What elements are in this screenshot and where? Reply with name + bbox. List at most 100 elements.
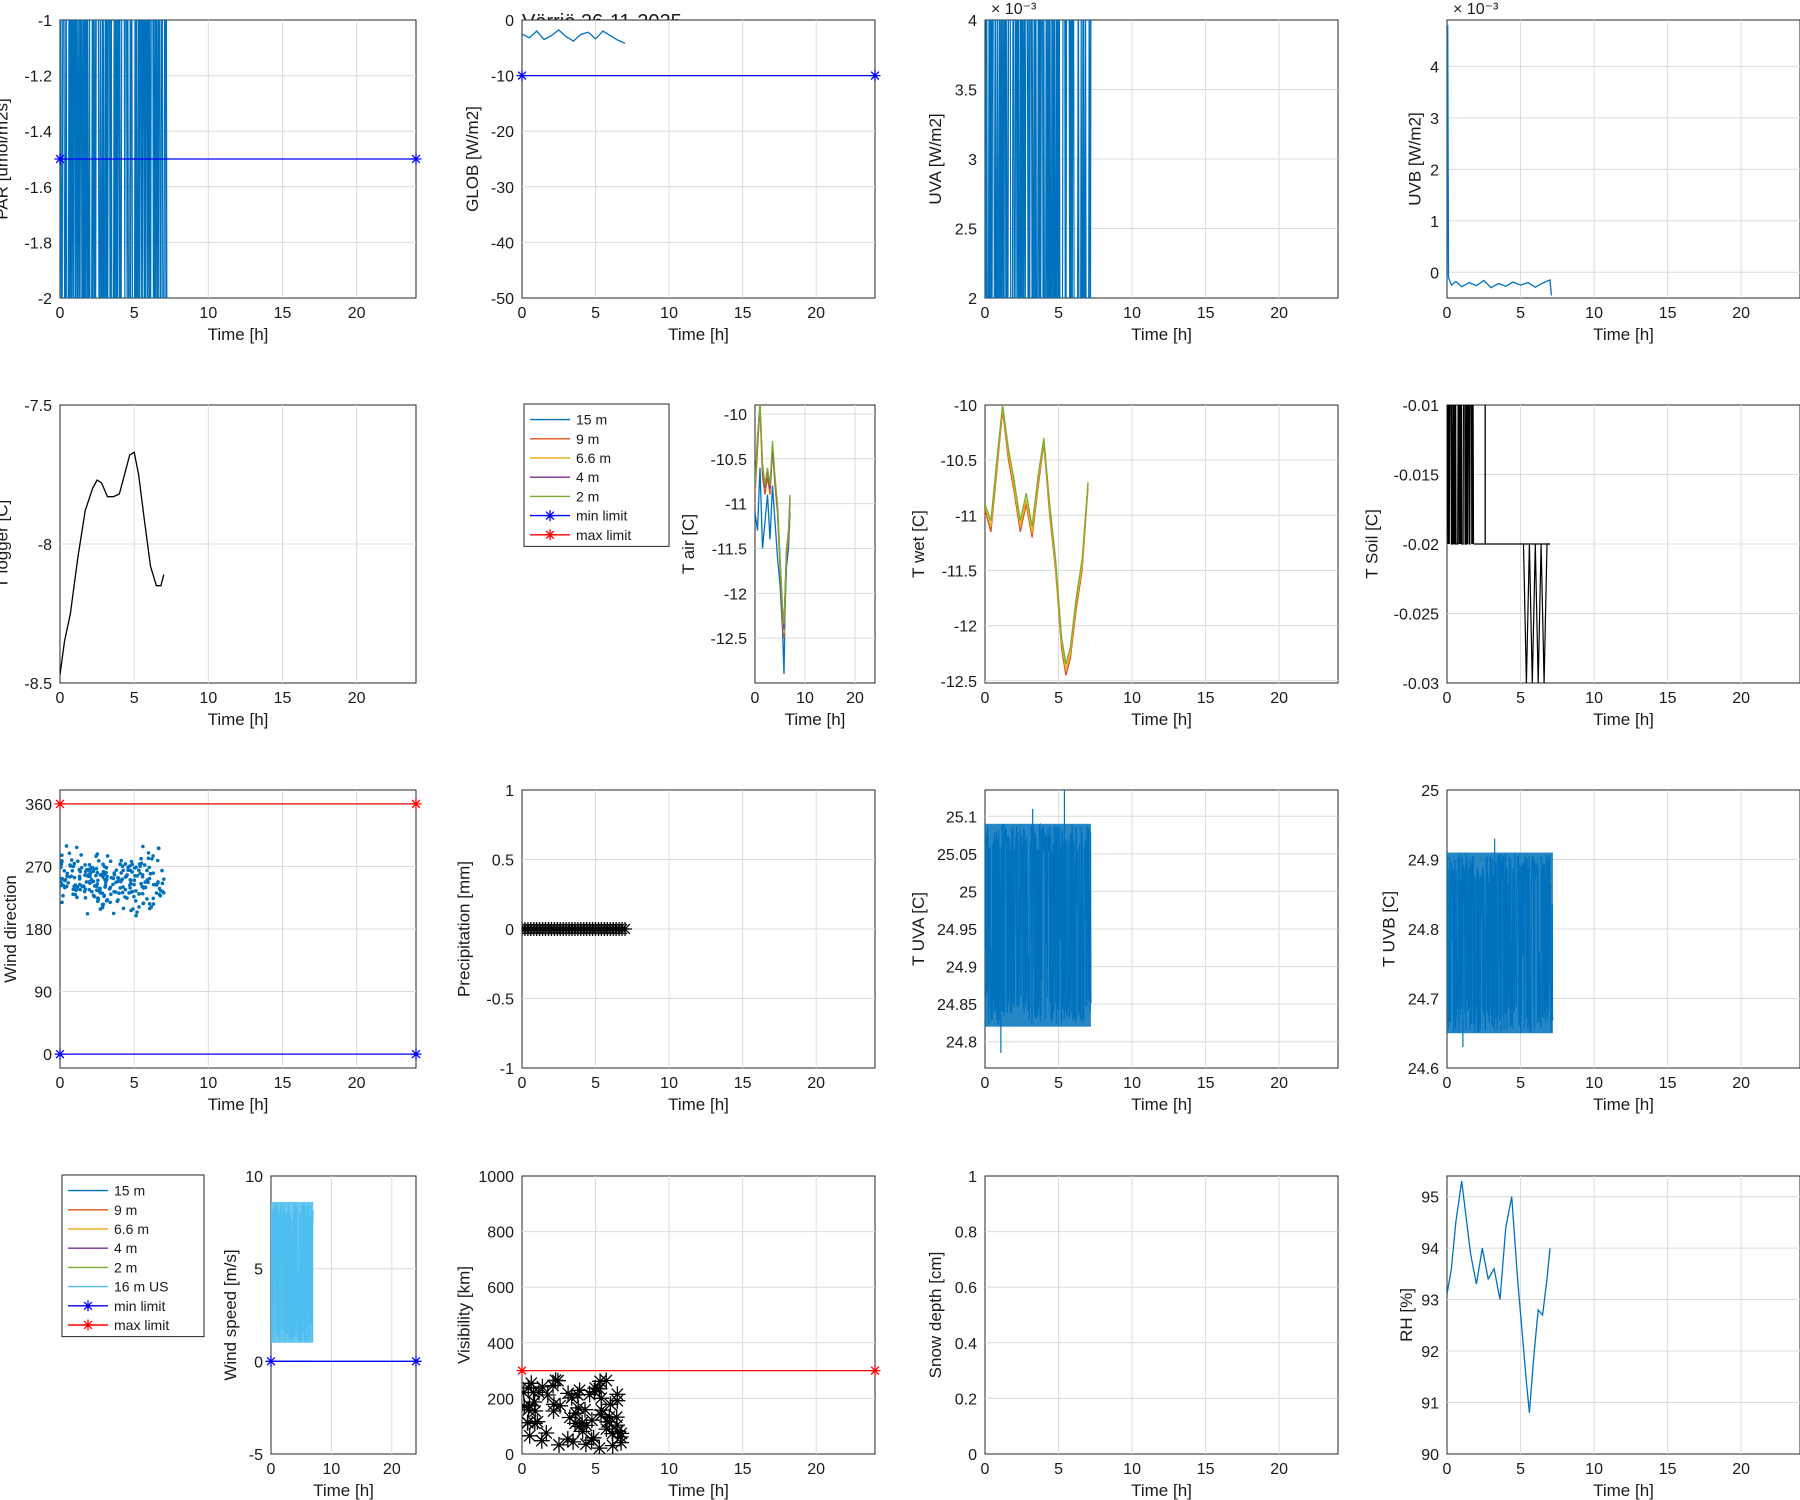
data-point [79, 853, 83, 857]
data-point [598, 1421, 615, 1438]
y-tick-label: 0.5 [492, 853, 514, 870]
data-point [143, 880, 147, 884]
data-point [74, 888, 78, 893]
y-tick-label: -1 [500, 1061, 514, 1078]
x-tick-label: 0 [56, 305, 65, 322]
data-point [60, 859, 64, 864]
y-axis-label: T wet [C] [909, 510, 928, 578]
series-group [60, 451, 165, 675]
data-point [120, 864, 125, 869]
y-tick-label: -10 [954, 398, 977, 415]
data-point [119, 858, 124, 863]
y-tick-label: 4 [1430, 59, 1439, 76]
data-point [119, 871, 124, 875]
data-point [96, 858, 101, 863]
data-point [75, 859, 80, 864]
series-min-limit-marker [54, 1048, 66, 1060]
data-point [83, 863, 87, 867]
x-tick-label: 10 [660, 1075, 678, 1092]
y-tick-label: -0.025 [1394, 607, 1439, 624]
data-point [533, 1432, 550, 1449]
x-tick-label: 0 [981, 1075, 990, 1092]
y-tick-label: 0.8 [955, 1225, 977, 1242]
x-tick-label: 5 [1516, 1461, 1525, 1478]
y-tick-label: -20 [491, 124, 514, 141]
data-point [571, 1382, 588, 1399]
x-axis-label: Time [h] [208, 1095, 269, 1114]
data-point [150, 857, 154, 861]
data-point [147, 902, 152, 906]
series-group [755, 405, 791, 675]
y-axis-label: UVB [W/m2] [1405, 112, 1424, 206]
legend-label: min limit [576, 508, 627, 524]
x-tick-label: 15 [734, 1461, 752, 1478]
y-tick-label: 24.8 [946, 1035, 977, 1052]
legend-marker [544, 510, 556, 522]
data-point [118, 862, 122, 867]
y-tick-label: 1 [968, 1169, 977, 1186]
y-tick-label: -0.03 [1403, 676, 1440, 693]
series-group [522, 922, 632, 936]
data-point [75, 895, 79, 900]
legend-label: 4 m [114, 1240, 137, 1256]
data-point [118, 886, 123, 890]
data-point [63, 877, 68, 882]
axis-exponent: × 10⁻³ [1453, 1, 1499, 18]
data-point [127, 891, 131, 895]
data-point [95, 882, 100, 886]
series-tsoil-line [1522, 543, 1550, 683]
data-point [526, 1415, 543, 1432]
data-point [522, 1427, 538, 1444]
data-point [60, 877, 65, 881]
legend: 15 m 9 m 6.6 m 4 m 2 m min limit max limit [523, 403, 670, 547]
x-tick-label: 15 [734, 305, 752, 322]
data-point [586, 1383, 603, 1400]
legend-label: 6.6 m [576, 450, 611, 466]
data-point [140, 874, 145, 879]
data-point [598, 1372, 615, 1389]
chart-tsoil: 0 5 10 15 20 -0.03 -0.025 -0.02 -0.015 -0.01 Time … [1362, 398, 1800, 729]
data-point [116, 879, 120, 884]
data-point [133, 899, 138, 903]
data-point [545, 1396, 562, 1413]
x-tick-label: 10 [199, 690, 217, 707]
data-point [141, 844, 145, 849]
data-point [87, 880, 92, 884]
data-point [577, 1436, 594, 1453]
data-point [138, 864, 143, 869]
data-point [83, 887, 88, 891]
x-tick-label: 10 [199, 305, 217, 322]
y-tick-label: 91 [1421, 1396, 1439, 1413]
series-min-limit-marker [265, 1355, 277, 1367]
data-point [101, 862, 105, 866]
y-tick-label: -11 [725, 497, 747, 514]
plot-area [1446, 19, 1800, 299]
data-point [147, 865, 152, 870]
series-tsoil-line [1447, 405, 1475, 545]
data-point [105, 874, 109, 879]
x-tick-label: 20 [807, 305, 825, 322]
data-point [74, 845, 79, 850]
y-tick-label: -30 [491, 180, 514, 197]
y-tick-label: 3 [1430, 111, 1439, 128]
data-point [65, 874, 69, 879]
x-tick-label: 10 [1585, 1461, 1603, 1478]
y-tick-label: -1.4 [24, 124, 52, 141]
data-point [103, 885, 107, 889]
y-tick-label: 2 [1430, 162, 1439, 179]
data-point [123, 887, 128, 892]
data-point [577, 1401, 593, 1418]
data-point [134, 865, 138, 869]
data-point [73, 883, 78, 887]
y-tick-label: 25 [1421, 783, 1439, 800]
data-point [156, 846, 161, 851]
x-tick-label: 5 [1054, 1461, 1063, 1478]
data-point [87, 863, 92, 867]
legend-label: 16 m US [114, 1279, 168, 1295]
series-16-m-us-band [271, 1201, 314, 1343]
data-point [123, 895, 127, 899]
y-tick-label: -1.8 [24, 235, 52, 252]
data-point [95, 899, 100, 904]
data-point [77, 867, 82, 872]
series-group [522, 1369, 875, 1454]
